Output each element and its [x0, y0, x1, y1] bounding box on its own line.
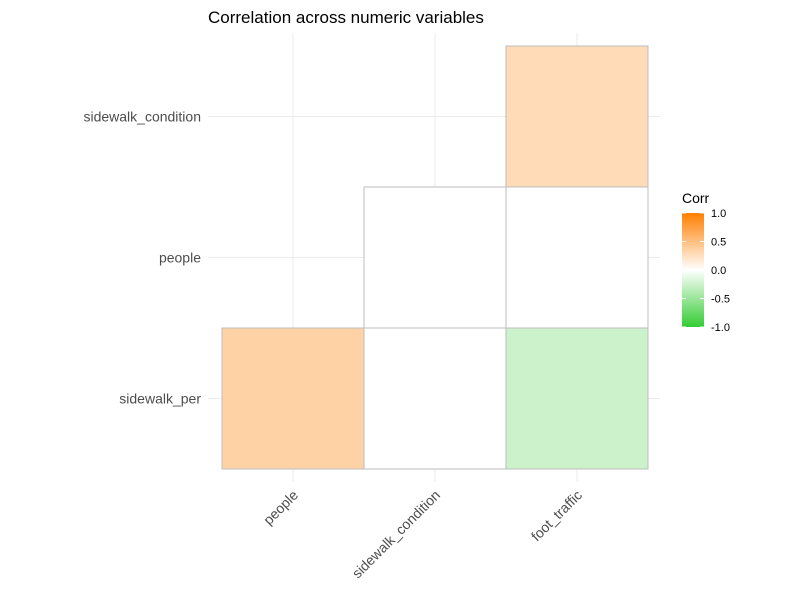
x-tick-label: sidewalk_condition	[349, 487, 443, 581]
legend-title: Corr	[682, 190, 710, 206]
legend-colorbar	[682, 213, 704, 327]
color-legend: Corr 1.0 0.5 0.0 -0.5 -1.0	[682, 190, 730, 334]
heatmap-cell-foot_traffic-sidewalk_condition	[505, 45, 649, 188]
chart-title: Correlation across numeric variables	[208, 8, 484, 27]
y-tick-label: sidewalk_per	[119, 391, 201, 407]
y-axis-tick-labels: sidewalk_per people sidewalk_condition	[83, 109, 201, 407]
legend-tick-label: 0.0	[711, 265, 726, 277]
legend-tick-labels: 1.0 0.5 0.0 -0.5 -1.0	[682, 208, 730, 334]
legend-tick-label: -0.5	[711, 294, 730, 306]
y-tick-label: sidewalk_condition	[83, 109, 201, 125]
x-axis-tick-labels: people sidewalk_condition foot_traffic	[260, 487, 585, 582]
heatmap-cell-foot_traffic-sidewalk_per	[505, 327, 649, 470]
heatmap-cell-foot_traffic-people	[505, 186, 649, 329]
y-tick-label: people	[159, 250, 201, 266]
heatmap-cell-sidewalk_condition-sidewalk_per	[363, 327, 507, 470]
heatmap-cell-sidewalk_condition-people	[363, 186, 507, 329]
legend-tick-label: -1.0	[711, 322, 730, 334]
x-tick-label: foot_traffic	[528, 487, 585, 544]
heatmap-cell-people-sidewalk_per	[221, 327, 365, 470]
legend-tick-label: 0.5	[711, 237, 726, 249]
x-tick-label: people	[260, 487, 301, 528]
heatmap-cells	[221, 45, 649, 470]
legend-tick-label: 1.0	[711, 208, 726, 220]
